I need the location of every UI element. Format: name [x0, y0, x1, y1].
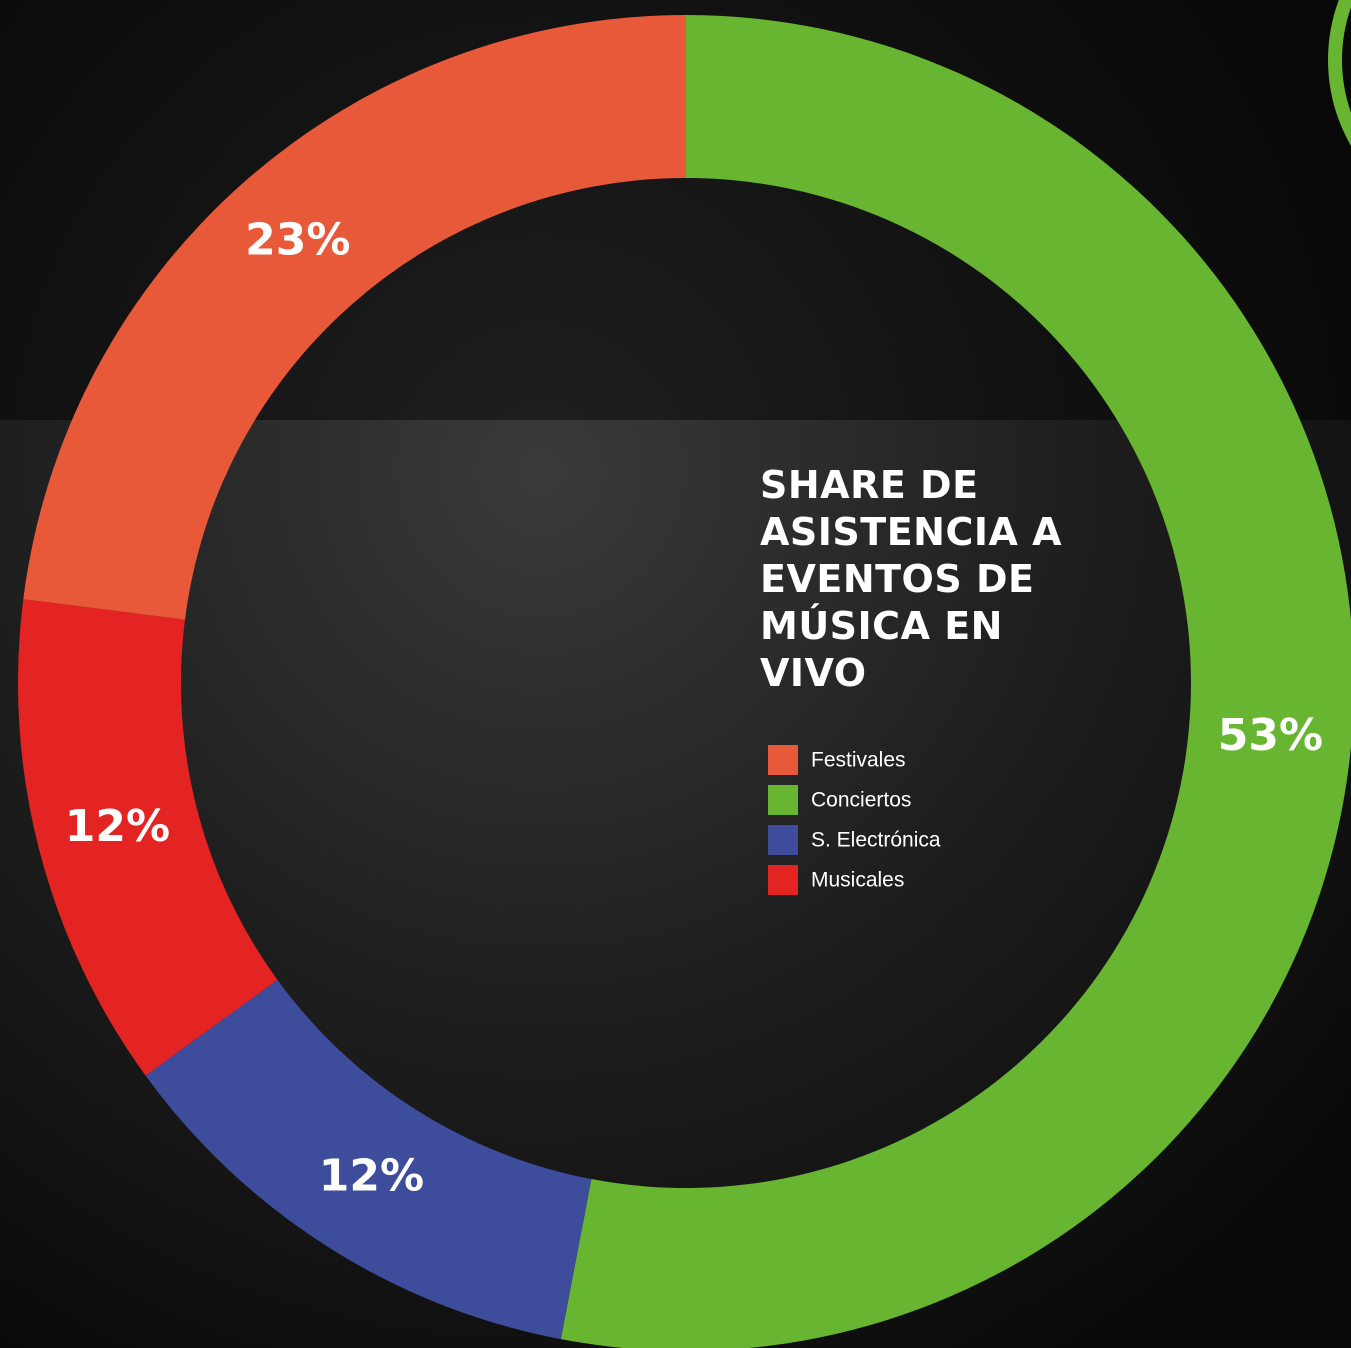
legend-label: S. Electrónica — [811, 829, 941, 852]
legend-swatch — [768, 825, 798, 855]
legend-label: Musicales — [811, 869, 904, 892]
data-label: 23% — [245, 215, 350, 266]
data-label: 53% — [1218, 710, 1323, 761]
legend-swatch — [768, 785, 798, 815]
legend-swatch — [768, 865, 798, 895]
legend-label: Festivales — [811, 749, 906, 772]
data-label: 12% — [319, 1151, 424, 1202]
page: 23% 53% 12% 12% Festivales Conciertos S. Elect… — [0, 0, 1351, 1348]
legend-label: Conciertos — [811, 789, 911, 812]
chart: 23% 53% 12% 12% Festivales Conciertos S. Elect… — [0, 0, 1351, 1348]
chart-title: SHARE DE ASISTENCIA A EVENTOS DE MÚSICA … — [760, 462, 1080, 697]
legend-swatch — [768, 745, 798, 775]
data-label: 12% — [65, 801, 170, 852]
